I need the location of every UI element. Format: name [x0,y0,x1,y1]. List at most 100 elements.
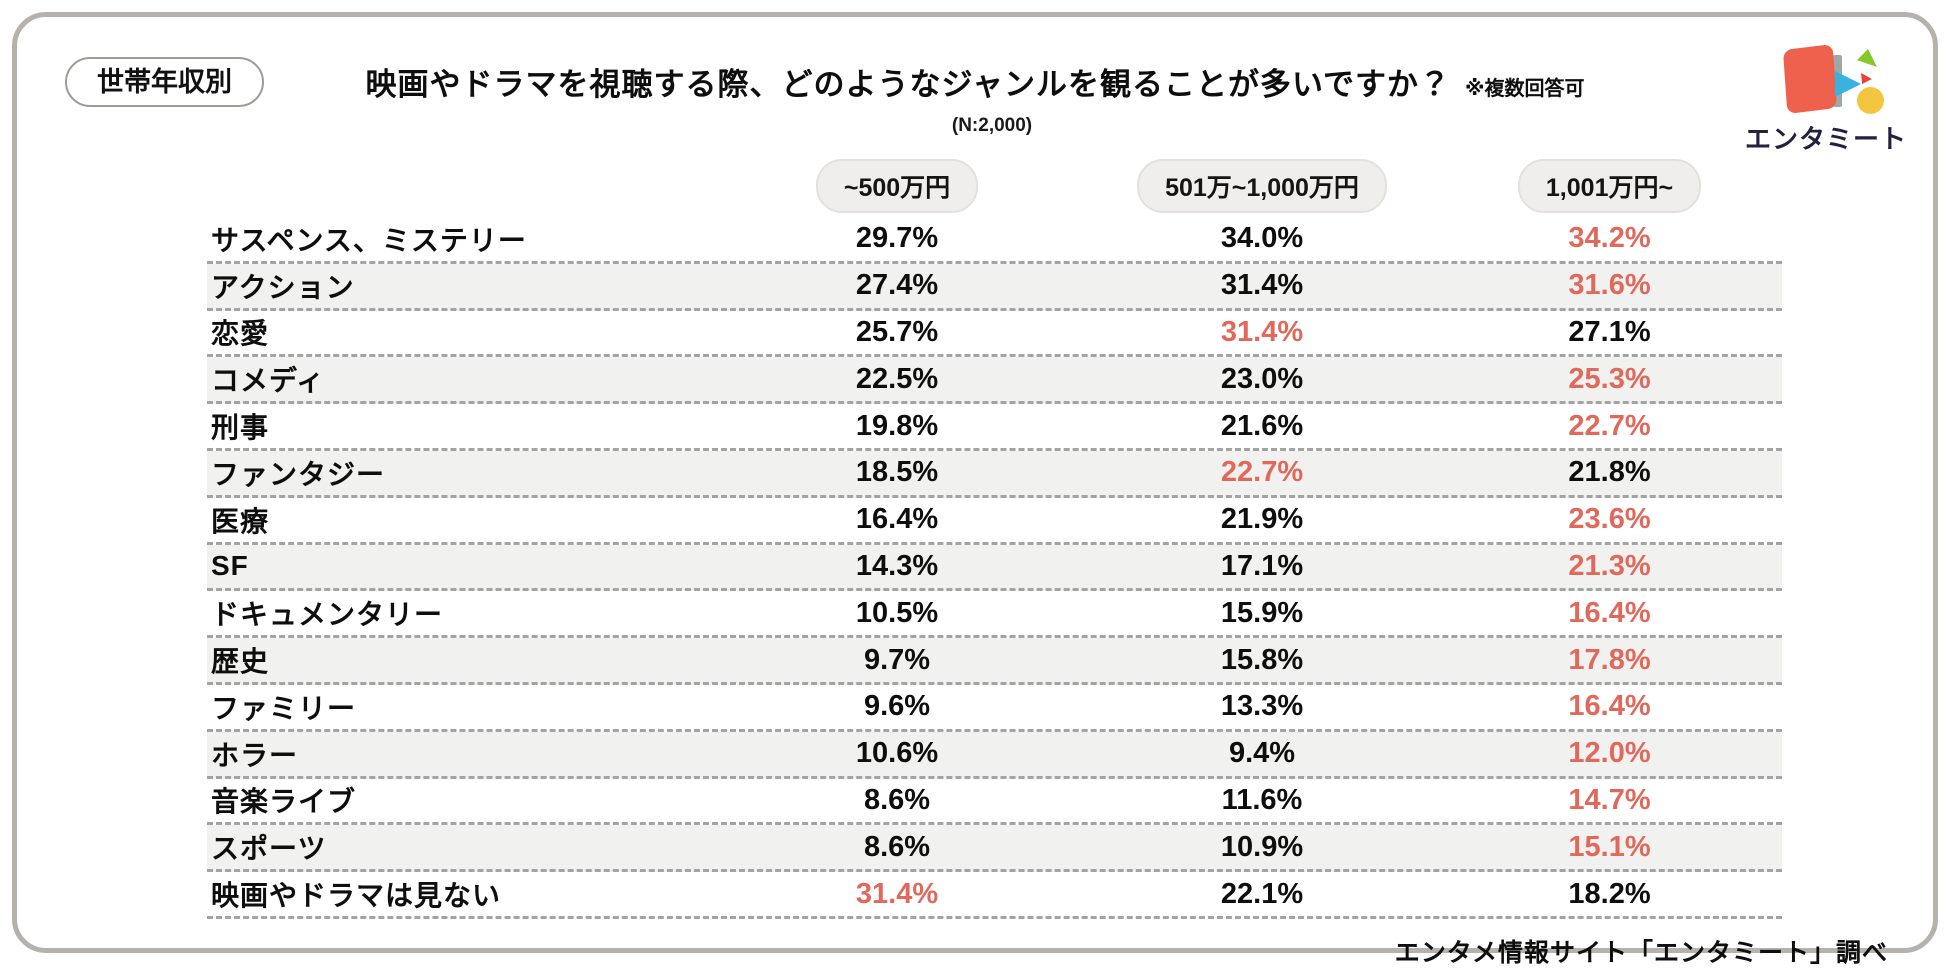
value-under-500: 18.5% [855,456,939,489]
genre-label: 歴史 [211,646,270,678]
value-501-1000: 34.0% [1220,222,1304,255]
genre-label: サスペンス、ミステリー [211,224,527,256]
results-table: ~500万円 501万~1,000万円 1,001万円~ サスペンス、ミステリー… [207,155,1782,919]
genre-label: SF [211,550,249,582]
value-over-1001: 14.7% [1568,783,1651,816]
value-501-1000: 13.3% [1220,690,1304,723]
group-by-badge: 世帯年収別 [65,57,264,107]
value-over-1001: 21.8% [1568,456,1651,489]
value-under-500: 22.5% [855,362,939,395]
table-row: ファミリー 9.6% 13.3% 16.4% [207,685,1782,732]
value-under-500: 27.4% [855,269,939,302]
column-header-over-1001: 1,001万円~ [1437,159,1782,213]
table-row: 音楽ライブ 8.6% 11.6% 14.7% [207,779,1782,826]
table-body: サスペンス、ミステリー 29.7% 34.0% 34.2% アクション 27.4… [207,217,1782,919]
value-under-500: 10.6% [855,737,939,770]
table-row: ホラー 10.6% 9.4% 12.0% [207,731,1782,779]
table-row: 刑事 19.8% 21.6% 22.7% [207,404,1782,451]
income-pill-over-1001: 1,001万円~ [1517,159,1702,213]
value-under-500: 9.7% [863,643,931,676]
genre-label: コメディ [211,365,326,397]
table-row: ファンタジー 18.5% 22.7% 21.8% [207,450,1782,498]
value-over-1001: 25.3% [1568,362,1651,395]
value-over-1001: 34.2% [1568,222,1651,255]
genre-label: 医療 [211,505,270,537]
value-over-1001: 23.6% [1568,503,1651,536]
column-header-501-1000: 501万~1,000万円 [1087,159,1437,213]
value-501-1000: 15.9% [1220,596,1304,629]
value-501-1000: 22.1% [1220,877,1304,910]
income-pill-under-500: ~500万円 [815,159,979,213]
value-under-500: 9.6% [863,690,931,723]
value-under-500: 25.7% [855,315,939,348]
value-over-1001: 31.6% [1568,269,1651,302]
value-under-500: 14.3% [855,549,939,582]
table-row: SF 14.3% 17.1% 21.3% [207,544,1782,592]
value-501-1000: 11.6% [1221,783,1303,816]
value-under-500: 16.4% [855,503,939,536]
value-over-1001: 16.4% [1568,596,1651,629]
value-501-1000: 31.4% [1220,269,1304,302]
value-501-1000: 23.0% [1220,362,1304,395]
genre-label: スポーツ [211,833,327,865]
source-credit: エンタメ情報サイト「エンタミート」調べ [1394,939,1888,967]
yellow-circle-icon [1857,87,1884,114]
genre-label: 恋愛 [211,318,270,350]
value-under-500: 10.5% [855,596,939,629]
genre-label: 刑事 [211,412,270,444]
table-row: 医療 16.4% 21.9% 23.6% [207,498,1782,545]
table-row: コメディ 22.5% 23.0% 25.3% [207,357,1782,405]
open-door-icon [1782,44,1838,114]
survey-card: 世帯年収別 映画やドラマを視聴する際、どのようなジャンルを観ることが多いですか？… [12,12,1938,967]
value-501-1000: 15.8% [1220,643,1304,676]
value-over-1001: 17.8% [1568,643,1651,676]
value-over-1001: 16.4% [1568,690,1651,723]
value-under-500: 8.6% [863,783,931,816]
value-under-500: 29.7% [855,222,939,255]
logo-art [1745,43,1895,117]
value-over-1001: 22.7% [1568,409,1651,442]
column-header-under-500: ~500万円 [707,159,1087,213]
genre-label: ファミリー [211,692,357,724]
green-triangle-icon [1857,49,1877,67]
play-triangle-icon [1835,71,1861,97]
sample-size: (N:2,000) [951,115,1033,136]
table-row: 映画やドラマは見ない 31.4% 22.1% 18.2% [207,872,1782,919]
value-over-1001: 21.3% [1568,549,1651,582]
table-row: 恋愛 25.7% 31.4% 27.1% [207,311,1782,358]
multiple-answers-note: ※複数回答可 [1465,78,1585,100]
value-501-1000: 10.9% [1220,830,1304,863]
genre-label: ホラー [211,739,299,771]
red-triangle-icon [1861,73,1872,84]
title-row: 映画やドラマを視聴する際、どのようなジャンルを観ることが多いですか？ ※複数回答可 [17,59,1933,104]
genre-label: ドキュメンタリー [211,599,444,631]
value-501-1000: 21.6% [1220,409,1304,442]
income-pill-501-1000: 501万~1,000万円 [1137,159,1387,213]
logo-wordmark: エンタミート [1745,124,1908,154]
genre-label: ファンタジー [211,458,386,490]
value-501-1000: 21.9% [1220,503,1304,536]
table-row: アクション 27.4% 31.4% 31.6% [207,263,1782,311]
value-under-500: 8.6% [863,830,931,863]
column-header-row: ~500万円 501万~1,000万円 1,001万円~ [207,155,1782,217]
table-row: 歴史 9.7% 15.8% 17.8% [207,638,1782,685]
value-under-500: 19.8% [855,409,939,442]
value-501-1000: 22.7% [1220,456,1304,489]
value-over-1001: 18.2% [1568,877,1651,910]
table-row: ドキュメンタリー 10.5% 15.9% 16.4% [207,591,1782,639]
value-under-500: 31.4% [855,877,939,910]
genre-label: 音楽ライブ [211,786,357,818]
value-501-1000: 9.4% [1228,737,1296,770]
genre-label: アクション [211,271,355,303]
value-over-1001: 12.0% [1568,737,1651,770]
entameet-logo: エンタミート [1745,43,1908,156]
table-row: サスペンス、ミステリー 29.7% 34.0% 34.2% [207,217,1782,264]
survey-title: 映画やドラマを視聴する際、どのようなジャンルを観ることが多いですか？ [365,67,1452,102]
value-over-1001: 15.1% [1568,830,1651,863]
value-501-1000: 31.4% [1220,315,1304,348]
value-501-1000: 17.1% [1220,549,1304,582]
table-row: スポーツ 8.6% 10.9% 15.1% [207,825,1782,873]
value-over-1001: 27.1% [1568,315,1651,348]
genre-label: 映画やドラマは見ない [211,880,502,912]
